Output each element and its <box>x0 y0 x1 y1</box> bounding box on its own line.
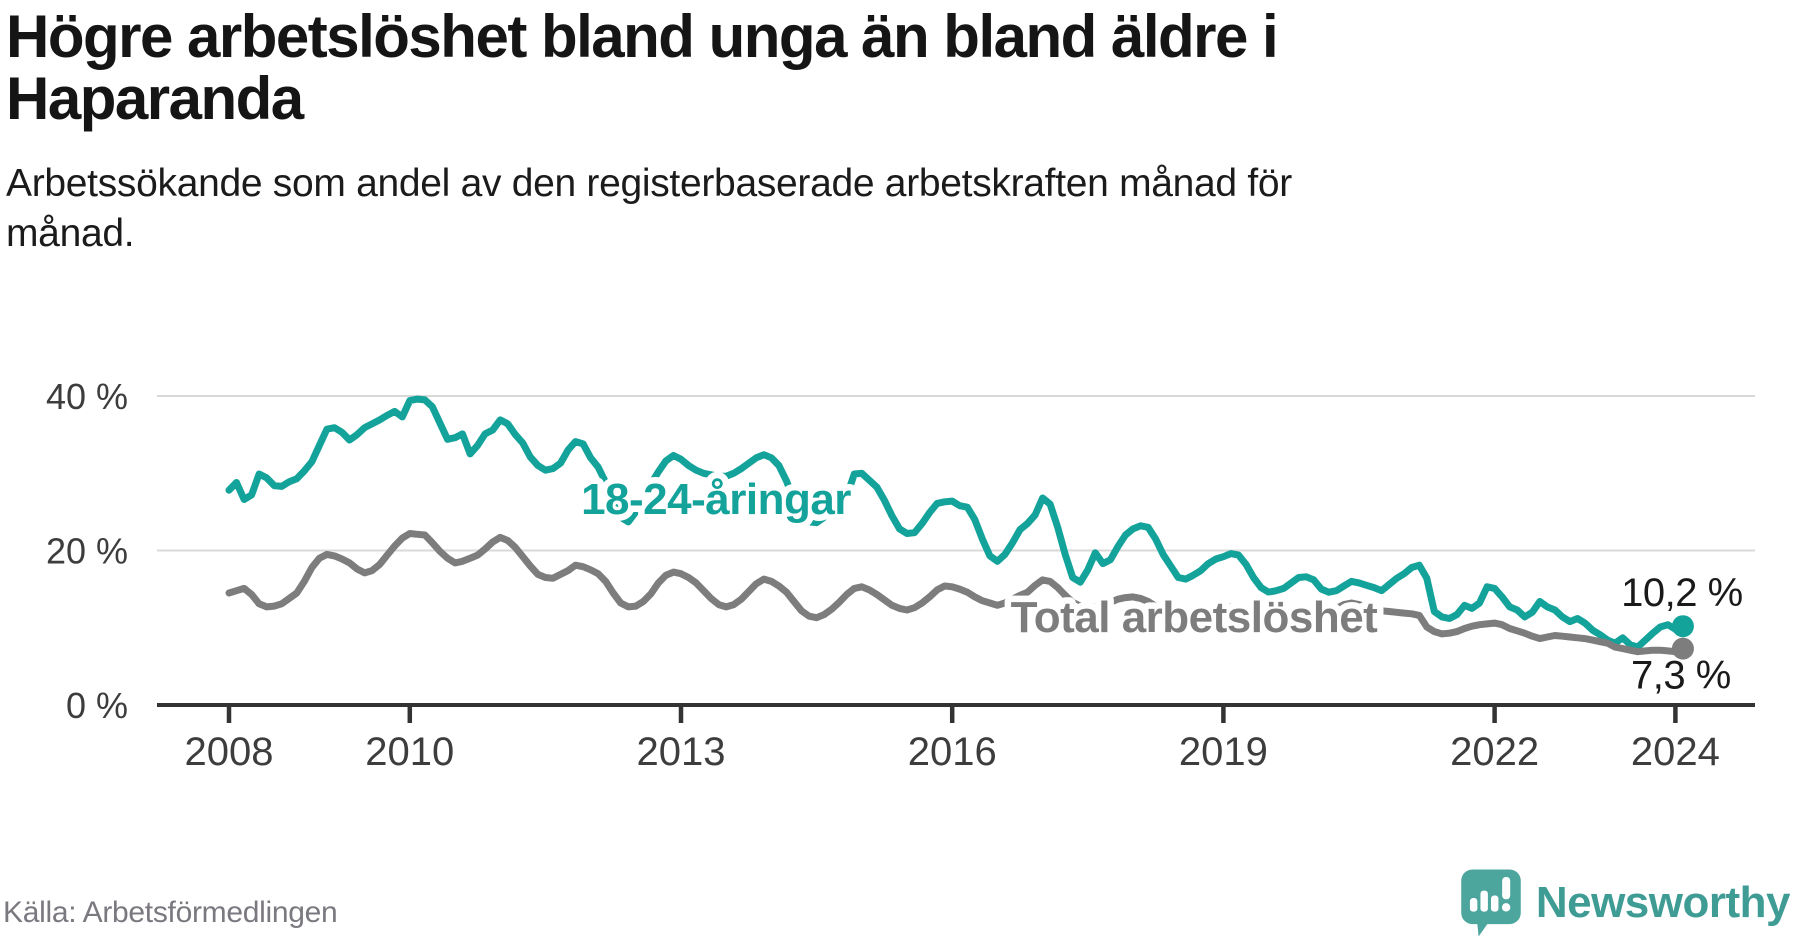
logo-exclamation-dot <box>1501 903 1511 912</box>
y-axis-label-20: 20 % <box>46 531 128 572</box>
x-axis-label-2024: 2024 <box>1631 730 1720 774</box>
series-label-youth: 18-24-åringar <box>581 475 851 524</box>
source-note: Källa: Arbetsförmedlingen <box>3 896 338 929</box>
y-axis-label-40: 40 % <box>46 376 128 417</box>
series-label-total: Total arbetslöshet <box>1011 593 1379 642</box>
chart-footer: Källa: Arbetsförmedlingen Newsworthy <box>0 852 1800 948</box>
end-value-label-youth: 10,2 % <box>1621 571 1743 615</box>
title-line-2: Haparanda <box>6 65 304 133</box>
logo-exclamation-bar <box>1501 876 1511 900</box>
logo-bar-3 <box>1490 895 1499 912</box>
y-axis-label-0: 0 % <box>66 685 128 726</box>
x-axis-label-2019: 2019 <box>1179 730 1268 774</box>
subtitle-line-1: Arbetssökande som andel av den registerb… <box>6 161 1292 205</box>
page-title: Högre arbetslöshet bland unga än bland ä… <box>6 3 1780 133</box>
subtitle-line-2: månad. <box>6 212 135 256</box>
chart-header: Högre arbetslöshet bland unga än bland ä… <box>6 3 1780 260</box>
end-dot-total <box>1671 637 1694 660</box>
line-youth <box>225 395 1687 651</box>
line-total <box>225 530 1687 656</box>
newsworthy-brand: Newsworthy <box>1460 868 1791 938</box>
title-line-1: Högre arbetslöshet bland unga än bland ä… <box>6 3 1279 70</box>
unemployment-line-chart: 40 % 20 % 0 % 2008 2010 2013 2016 2019 2022 2024 1… <box>46 376 1755 774</box>
brand-name: Newsworthy <box>1535 878 1791 927</box>
end-dot-youth <box>1671 615 1694 638</box>
x-axis-label-2016: 2016 <box>908 730 997 774</box>
x-axis-label-2022: 2022 <box>1450 730 1539 774</box>
x-axis-label-2010: 2010 <box>365 730 454 774</box>
chart-subtitle: Arbetssökande som andel av den registerb… <box>6 159 1780 260</box>
x-axis-label-2013: 2013 <box>637 730 726 774</box>
end-value-label-total: 7,3 % <box>1631 654 1731 698</box>
logo-bar-1 <box>1469 898 1478 912</box>
x-axis-label-2008: 2008 <box>185 730 274 774</box>
newsworthy-logo-icon <box>1461 869 1521 937</box>
logo-bar-2 <box>1480 890 1488 912</box>
